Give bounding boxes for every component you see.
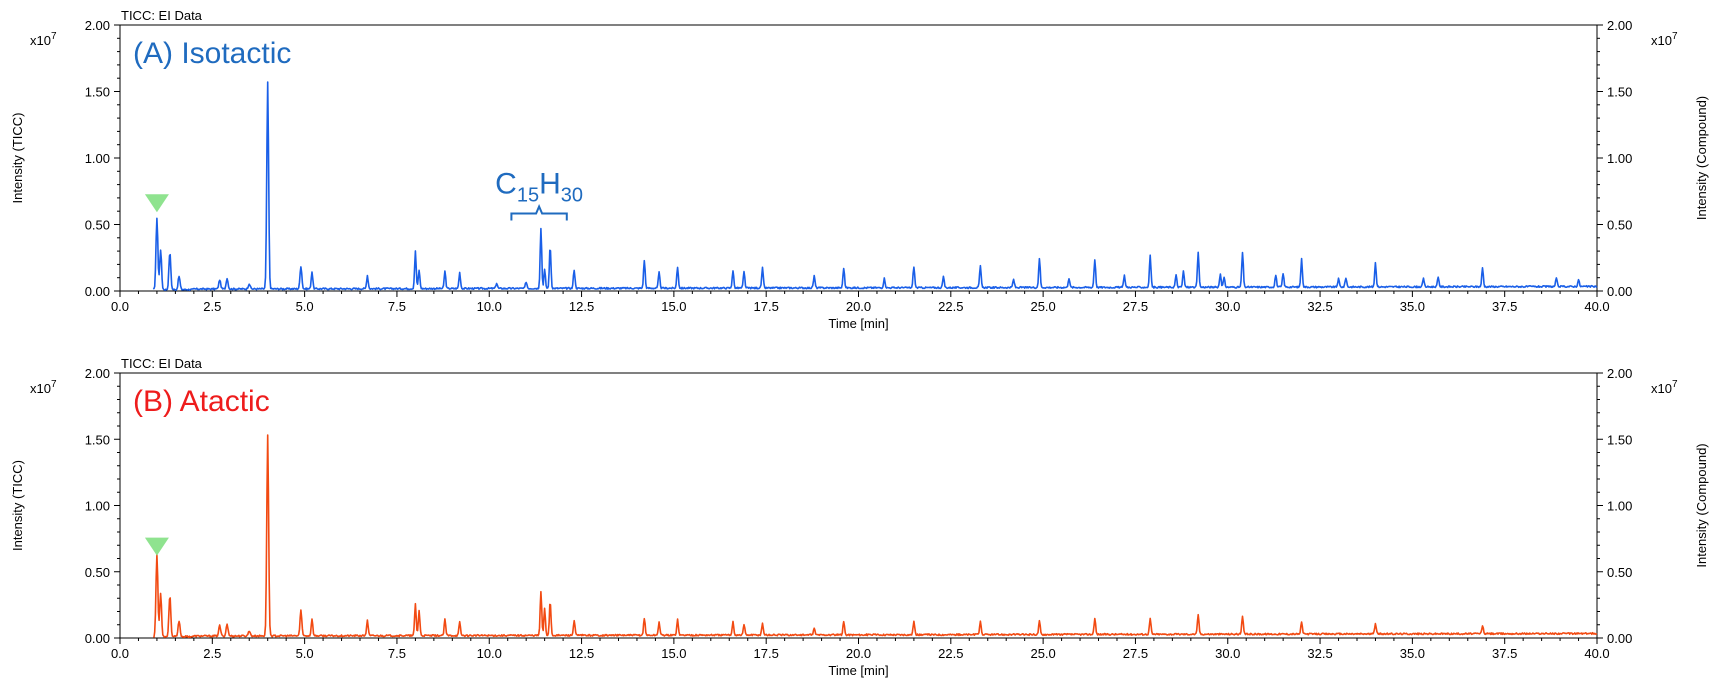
y-multiplier-right: x107 xyxy=(1651,31,1678,48)
x-tick-label: 12.5 xyxy=(569,646,594,661)
x-tick-label: 10.0 xyxy=(477,646,502,661)
x-tick-label: 15.0 xyxy=(661,646,686,661)
x-tick-label: 35.0 xyxy=(1400,646,1425,661)
plot-frame xyxy=(119,24,1598,292)
peak-marker-triangle xyxy=(144,537,169,556)
x-tick-label: 22.5 xyxy=(938,299,963,314)
y-multiplier-exponent: 7 xyxy=(1672,379,1678,390)
x-tick-label: 32.5 xyxy=(1307,299,1332,314)
x-tick-label: 17.5 xyxy=(754,646,779,661)
y-tick-label-right: 0.00 xyxy=(1607,631,1632,646)
x-axis-title: Time [min] xyxy=(828,663,888,678)
chromatogram-trace xyxy=(152,81,1598,292)
x-tick-label: 20.0 xyxy=(846,299,871,314)
x-tick-label: 10.0 xyxy=(477,299,502,314)
x-tick-label: 27.5 xyxy=(1123,646,1148,661)
y-tick-label-left: 2.00 xyxy=(85,366,110,381)
y-multiplier-left: x107 xyxy=(30,379,57,396)
panel-atactic: TICC: EI Data 0.00 0.00 0.50 0.50 1.00 1.00 1.5… xyxy=(10,356,1709,678)
y-tick-label-left: 1.50 xyxy=(85,85,110,100)
y-multiplier-right: x107 xyxy=(1651,379,1678,396)
y-multiplier-base: x10 xyxy=(1651,381,1672,396)
x-tick-label: 5.0 xyxy=(296,299,314,314)
x-tick-label: 0.0 xyxy=(111,299,129,314)
y-tick-label-left: 1.50 xyxy=(85,432,110,447)
y-multiplier-exponent: 7 xyxy=(51,31,57,42)
y-multiplier-base: x10 xyxy=(30,381,51,396)
x-tick-label: 20.0 xyxy=(846,646,871,661)
x-tick-label: 37.5 xyxy=(1492,299,1517,314)
y-tick-label-right: 1.00 xyxy=(1607,151,1632,166)
x-tick-label: 32.5 xyxy=(1307,646,1332,661)
y-multiplier-left: x107 xyxy=(30,31,57,48)
y-multiplier-exponent: 7 xyxy=(51,379,57,390)
y-tick-label-right: 0.50 xyxy=(1607,218,1632,233)
x-tick-label: 37.5 xyxy=(1492,646,1517,661)
y-tick-label-left: 2.00 xyxy=(85,18,110,33)
x-tick-label: 2.5 xyxy=(203,299,221,314)
y-tick-label-left: 0.00 xyxy=(85,631,110,646)
chromatogram-trace xyxy=(153,434,1598,639)
y-tick-label-right: 1.50 xyxy=(1607,85,1632,100)
y-axis-title-left: Intensity (TICC) xyxy=(10,460,25,551)
y-multiplier-exponent: 7 xyxy=(1672,31,1678,42)
y-tick-label-left: 0.00 xyxy=(85,284,110,299)
x-axis-title: Time [min] xyxy=(828,316,888,331)
formula-sub-30: 30 xyxy=(561,185,583,207)
y-tick-label-right: 0.00 xyxy=(1607,284,1632,299)
x-tick-label: 12.5 xyxy=(569,299,594,314)
y-tick-label-right: 1.00 xyxy=(1607,499,1632,514)
panel-caption: TICC: EI Data xyxy=(121,356,203,371)
x-tick-label: 15.0 xyxy=(661,299,686,314)
y-tick-label-right: 2.00 xyxy=(1607,366,1632,381)
panel-label: (A) Isotactic xyxy=(133,37,291,70)
x-tick-label: 30.0 xyxy=(1215,299,1240,314)
y-tick-label-left: 1.00 xyxy=(85,499,110,514)
y-axis-title-right: Intensity (Compound) xyxy=(1694,443,1709,567)
peak-marker-triangle xyxy=(144,194,169,213)
formula-sub-15: 15 xyxy=(517,185,539,207)
x-tick-label: 5.0 xyxy=(296,646,314,661)
y-tick-label-left: 1.00 xyxy=(85,151,110,166)
x-tick-label: 25.0 xyxy=(1030,646,1055,661)
x-tick-label: 7.5 xyxy=(388,299,406,314)
panel-isotactic: TICC: EI Data 0.00 0.00 0.50 0.50 1.00 1.00 1.5… xyxy=(10,8,1709,331)
y-multiplier-base: x10 xyxy=(30,33,51,48)
y-tick-label-left: 0.50 xyxy=(85,218,110,233)
x-tick-label: 40.0 xyxy=(1584,299,1609,314)
formula-h: H xyxy=(539,168,561,201)
y-axis-title-right: Intensity (Compound) xyxy=(1694,96,1709,220)
annotation-brace xyxy=(510,204,568,221)
x-tick-label: 0.0 xyxy=(111,646,129,661)
plot-frame xyxy=(119,372,1598,639)
panel-caption: TICC: EI Data xyxy=(121,8,203,23)
y-tick-label-right: 1.50 xyxy=(1607,432,1632,447)
x-tick-label: 30.0 xyxy=(1215,646,1240,661)
formula-c: C xyxy=(495,168,517,201)
y-tick-label-right: 0.50 xyxy=(1607,565,1632,580)
y-multiplier-base: x10 xyxy=(1651,33,1672,48)
y-tick-label-left: 0.50 xyxy=(85,565,110,580)
x-tick-label: 25.0 xyxy=(1030,299,1055,314)
x-tick-label: 7.5 xyxy=(388,646,406,661)
x-tick-label: 40.0 xyxy=(1584,646,1609,661)
x-tick-label: 2.5 xyxy=(203,646,221,661)
x-tick-label: 27.5 xyxy=(1123,299,1148,314)
x-tick-label: 22.5 xyxy=(938,646,963,661)
panel-label: (B) Atactic xyxy=(133,385,270,418)
annotation-formula: C15H30 xyxy=(495,168,583,207)
y-axis-title-left: Intensity (TICC) xyxy=(10,112,25,203)
x-tick-label: 17.5 xyxy=(754,299,779,314)
x-tick-label: 35.0 xyxy=(1400,299,1425,314)
y-tick-label-right: 2.00 xyxy=(1607,18,1632,33)
